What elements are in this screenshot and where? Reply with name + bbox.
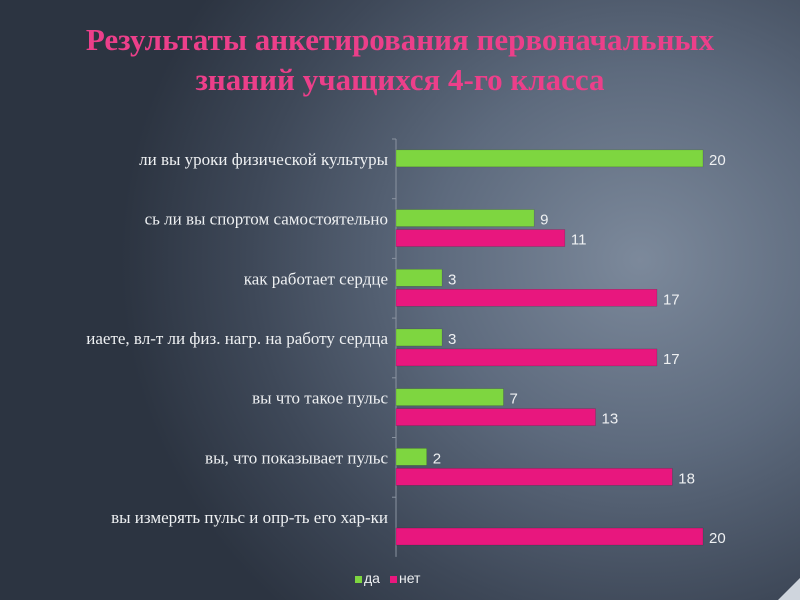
category-label: вы измерять пульс и опр-ть его хар-ки <box>111 508 388 527</box>
bar-net <box>395 527 704 546</box>
category-label: сь ли вы спортом самостоятельно <box>145 210 388 229</box>
bar-net <box>395 408 596 426</box>
data-label: 2 <box>433 450 441 467</box>
bar-net <box>395 229 566 247</box>
legend-item-da: да <box>355 570 380 586</box>
bar-da <box>395 149 704 168</box>
category-label: как работает сердце <box>244 269 388 288</box>
data-label: 3 <box>448 331 456 348</box>
data-label: 3 <box>448 271 456 288</box>
data-label: 20 <box>709 152 726 169</box>
bar-net <box>395 289 658 307</box>
data-label: 18 <box>678 470 695 487</box>
data-label: 17 <box>663 351 680 368</box>
legend-swatch <box>355 575 362 583</box>
bar-da <box>395 448 427 466</box>
category-label: иаете, вл-т ли физ. нагр. на работу серд… <box>86 329 388 348</box>
category-label: ли вы уроки физической культуры <box>139 150 388 169</box>
legend-label: нет <box>398 570 421 586</box>
legend-item-net: нет <box>389 570 421 586</box>
bar-da <box>395 388 504 406</box>
data-label: 13 <box>602 411 619 428</box>
legend: да нет <box>355 570 420 586</box>
chart-title: Результаты анкетирования первоначальных … <box>85 22 715 97</box>
bar-da <box>395 209 535 227</box>
page-curl <box>778 578 800 600</box>
category-label: вы, что показывает пульс <box>205 448 388 467</box>
data-label: 17 <box>663 291 680 308</box>
data-label: 9 <box>540 212 548 229</box>
legend-swatch <box>389 575 397 583</box>
bar-da <box>395 269 443 287</box>
data-label: 11 <box>571 232 587 249</box>
data-label: 20 <box>709 530 726 547</box>
bar-da <box>395 328 443 347</box>
legend-label: да <box>364 570 380 586</box>
data-label: 7 <box>509 391 517 408</box>
bar-net <box>395 348 658 367</box>
category-label: вы что такое пульс <box>252 389 388 408</box>
bar-net <box>395 468 673 486</box>
